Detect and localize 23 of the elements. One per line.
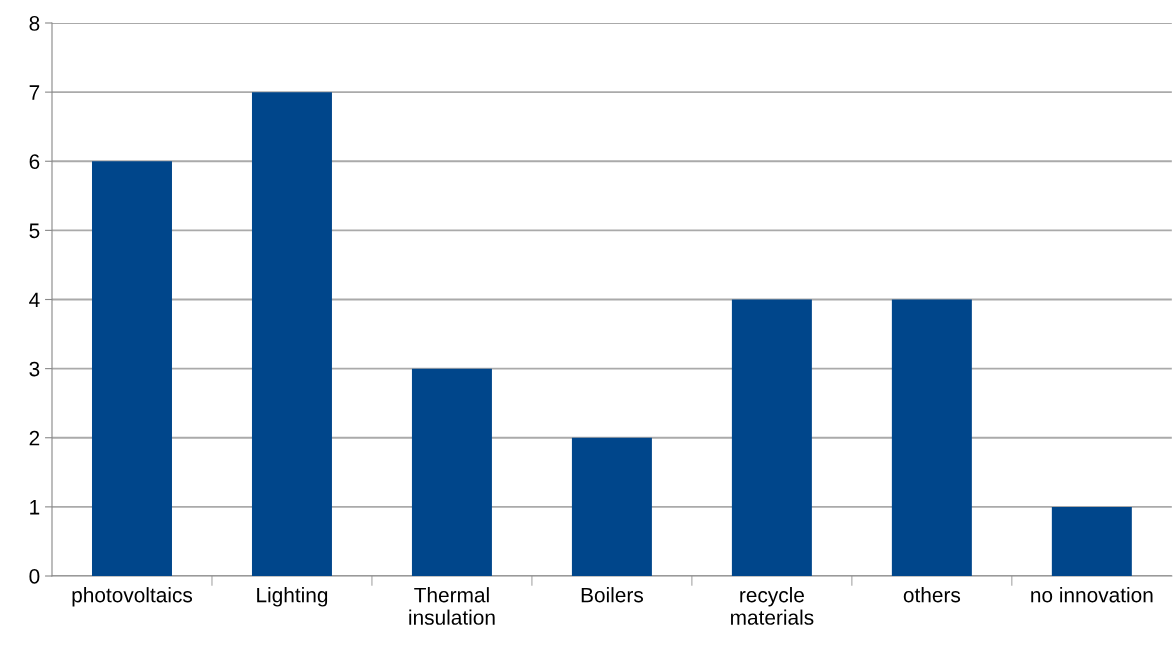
x-tick-label: Thermal insulation [409, 587, 495, 625]
x-tick-label: Boilers [581, 587, 643, 603]
bar [891, 299, 972, 576]
y-tick-label: 2 [29, 430, 40, 446]
x-tick-label: recycle materials [731, 587, 814, 625]
bar [91, 161, 172, 576]
y-tick-label: 7 [29, 85, 40, 100]
y-tick-label: 5 [29, 223, 40, 239]
x-tick-label: Lighting [257, 587, 328, 607]
y-tick-label: 4 [29, 292, 40, 308]
bar [411, 368, 492, 576]
x-tick-label: photovoltaics [72, 587, 193, 607]
x-tick-label: others [903, 587, 961, 603]
y-tick-label: 8 [29, 16, 40, 31]
bar [571, 437, 652, 576]
bar [251, 92, 332, 576]
bar [731, 299, 812, 576]
y-tick-label: 1 [30, 500, 40, 515]
y-tick-label: 0 [29, 569, 40, 584]
bar [1051, 506, 1132, 576]
y-tick-label: 6 [29, 154, 40, 169]
y-tick-label: 3 [29, 361, 40, 377]
x-tick-label: no innovation [1031, 587, 1153, 603]
